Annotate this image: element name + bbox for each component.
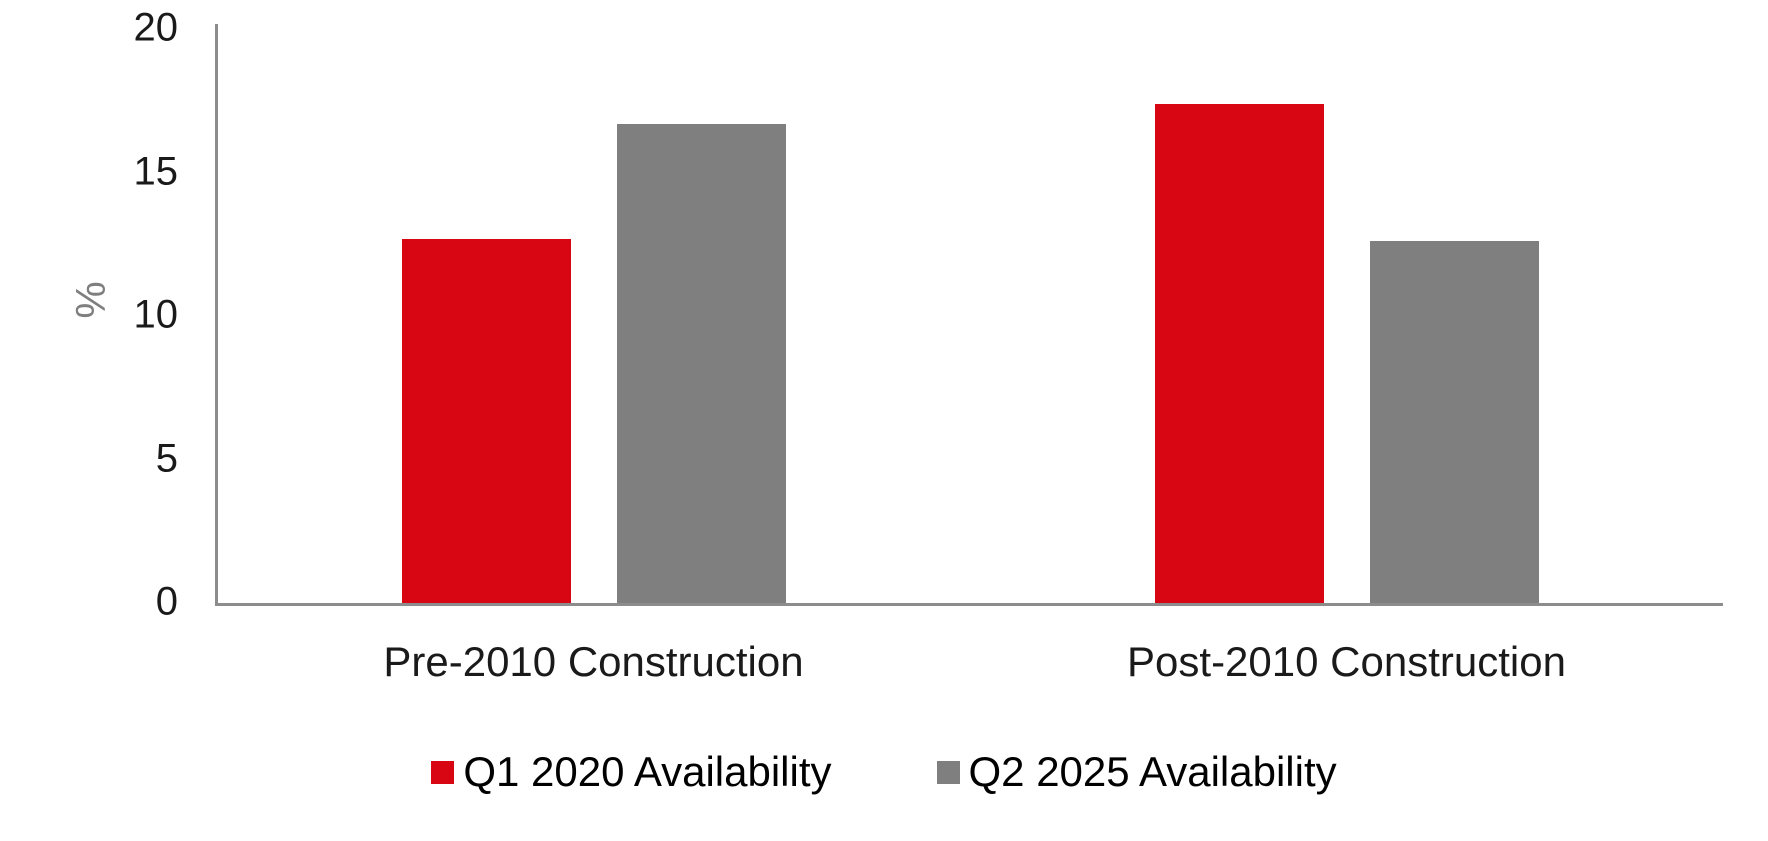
y-tick-label-10: 10 <box>133 292 179 337</box>
legend-swatch-icon <box>936 760 960 784</box>
y-tick-label-0: 0 <box>155 579 178 624</box>
legend-item-q1-2020-availability: Q1 2020 Availability <box>431 748 832 796</box>
x-axis-line <box>215 603 1723 606</box>
legend-label: Q2 2025 Availability <box>968 748 1337 795</box>
bar-q1-2020-availability-pre-2010-construction <box>401 238 571 603</box>
legend-swatch-icon <box>431 760 455 784</box>
legend: Q1 2020 Availability Q2 2025 Availability <box>0 748 1768 796</box>
category-label-pre-2010-construction: Pre-2010 Construction <box>383 638 804 685</box>
x-axis-category-labels: Pre-2010 Construction Post-2010 Construct… <box>217 638 1723 686</box>
y-tick-label-5: 5 <box>155 436 178 481</box>
legend-label: Q1 2020 Availability <box>463 748 832 795</box>
bar-q2-2025-availability-pre-2010-construction <box>616 123 786 603</box>
y-tick-label-20: 20 <box>133 5 179 50</box>
category-label-post-2010-construction: Post-2010 Construction <box>1127 638 1566 685</box>
bar-q1-2020-availability-post-2010-construction <box>1154 103 1324 603</box>
y-axis-line <box>215 24 218 606</box>
legend-item-q2-2025-availability: Q2 2025 Availability <box>936 748 1337 796</box>
y-axis-tick-labels: 0 5 10 15 20 <box>0 0 179 841</box>
plot-area <box>217 0 1723 603</box>
bar-q2-2025-availability-post-2010-construction <box>1369 241 1539 603</box>
y-tick-label-15: 15 <box>133 149 179 194</box>
